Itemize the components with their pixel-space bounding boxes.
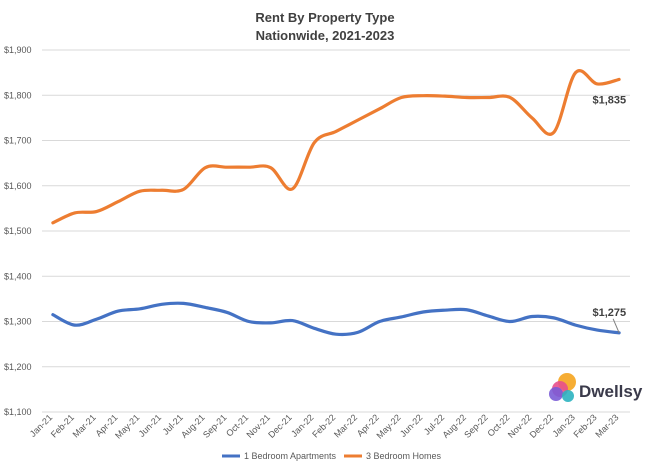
data-point <box>531 315 533 318</box>
data-point <box>356 331 359 334</box>
data-point <box>378 320 381 323</box>
y-tick-label: $1,500 <box>4 226 32 236</box>
brand-logo: Dwellsy <box>549 373 643 402</box>
y-tick-label: $1,700 <box>4 136 32 146</box>
data-point <box>444 95 446 97</box>
data-point <box>422 311 424 313</box>
x-tick-label: Mar-22 <box>332 412 359 439</box>
data-point <box>552 317 555 319</box>
grid-lines <box>42 49 630 413</box>
data-point <box>248 166 250 168</box>
brand-name: Dwellsy <box>579 382 643 401</box>
data-point <box>73 212 76 214</box>
data-point <box>291 319 294 322</box>
data-point <box>487 315 490 317</box>
data-point <box>400 316 403 318</box>
end-label-3-bedroom: $1,835 <box>592 94 626 106</box>
data-point <box>465 308 468 311</box>
data-point <box>487 96 490 99</box>
data-point <box>139 308 141 310</box>
data-point <box>160 189 163 192</box>
data-point <box>226 311 228 314</box>
data-point <box>182 188 185 191</box>
logo-bubble-purple <box>549 387 563 401</box>
x-tick-label: Dec-22 <box>528 412 556 440</box>
data-point <box>139 190 141 192</box>
logo-bubble-teal <box>562 390 574 402</box>
x-tick-label: Sep-21 <box>201 412 229 440</box>
end-labels: $1,835 $1,275 <box>592 94 626 334</box>
data-point <box>509 96 512 99</box>
data-point <box>95 210 98 213</box>
data-point <box>73 324 76 326</box>
y-tick-label: $1,200 <box>4 362 32 372</box>
x-tick-label: Jun-22 <box>398 412 425 439</box>
legend-label-3-bedroom: 3 Bedroom Homes <box>366 451 442 461</box>
series-lines <box>51 69 621 337</box>
end-label-leader <box>612 318 620 334</box>
data-point <box>248 320 250 323</box>
data-point <box>226 166 228 168</box>
data-point <box>291 188 294 190</box>
x-tick-label: May-21 <box>113 412 141 440</box>
y-tick-label: $1,400 <box>4 271 32 281</box>
x-tick-label: Feb-21 <box>49 412 76 439</box>
data-point <box>509 320 512 323</box>
data-point <box>596 329 599 331</box>
chart-title: Rent By Property Type <box>255 10 394 25</box>
data-point <box>95 318 98 321</box>
data-point <box>117 200 120 203</box>
y-tick-label: $1,800 <box>4 90 32 100</box>
data-point <box>356 119 359 121</box>
data-point <box>52 313 54 316</box>
chart-subtitle: Nationwide, 2021-2023 <box>256 28 395 43</box>
x-tick-label: Mar-23 <box>593 412 620 439</box>
data-point <box>400 96 403 99</box>
data-point <box>574 71 577 74</box>
end-label-1-bedroom: $1,275 <box>592 307 626 319</box>
data-point <box>335 130 337 133</box>
data-point <box>313 327 316 330</box>
data-point <box>444 309 446 311</box>
x-tick-label: Jun-21 <box>137 412 164 439</box>
legend: 1 Bedroom Apartments 3 Bedroom Homes <box>222 451 442 461</box>
x-tick-label: Feb-23 <box>572 412 599 439</box>
data-point <box>618 78 620 81</box>
x-tick-label: Mar-21 <box>71 412 98 439</box>
x-tick-label: Dec-21 <box>266 412 294 440</box>
y-tick-label: $1,600 <box>4 181 32 191</box>
y-axis-ticks: $1,100 $1,200 $1,300 $1,400 $1,500 $1,600 $1,7… <box>4 45 32 417</box>
data-point <box>422 94 424 97</box>
data-point <box>269 166 272 169</box>
data-point <box>552 131 555 134</box>
data-point <box>52 222 54 224</box>
data-point <box>378 108 381 110</box>
data-point <box>531 117 533 119</box>
data-point <box>313 141 316 144</box>
data-point <box>574 324 577 326</box>
series-line-1 <box>51 69 621 225</box>
dwellsy-logo-icon <box>549 373 576 402</box>
data-point <box>182 302 185 305</box>
data-point <box>335 333 337 335</box>
y-tick-label: $1,300 <box>4 317 32 327</box>
y-tick-label: $1,900 <box>4 45 32 55</box>
data-point <box>596 83 599 85</box>
series-line-0 <box>51 301 621 337</box>
data-point <box>117 310 120 312</box>
x-tick-label: Feb-22 <box>310 412 337 439</box>
data-point <box>465 96 468 99</box>
x-axis-ticks: Jan-21Feb-21Mar-21Apr-21May-21Jun-21Jul-… <box>28 412 621 440</box>
x-tick-label: May-22 <box>374 412 402 440</box>
data-point <box>204 166 207 169</box>
x-tick-label: Sep-22 <box>462 412 490 440</box>
data-point <box>204 306 207 309</box>
legend-label-1-bedroom: 1 Bedroom Apartments <box>244 451 337 461</box>
y-tick-label: $1,100 <box>4 407 32 417</box>
data-point <box>269 322 272 324</box>
data-point <box>160 303 163 306</box>
